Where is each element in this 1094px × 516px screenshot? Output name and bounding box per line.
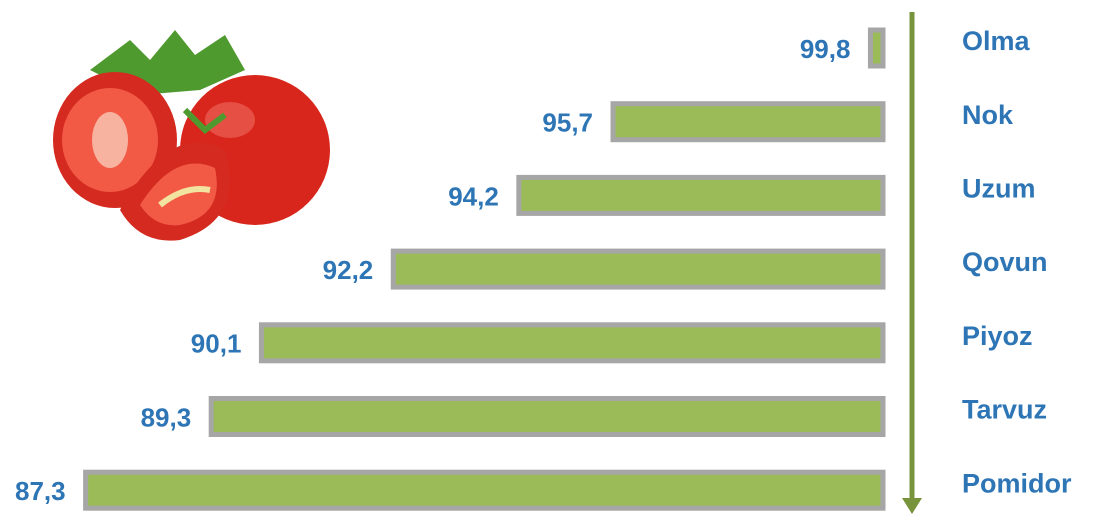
value-label: 94,2 [448, 181, 499, 211]
value-label: 95,7 [542, 108, 593, 138]
bar [390, 248, 886, 290]
category-label: Pomidor [962, 468, 1072, 498]
category-label: Tarvuz [962, 395, 1047, 425]
value-label: 92,2 [323, 255, 374, 285]
bar [610, 101, 886, 143]
value-label: 89,3 [141, 402, 192, 432]
value-label: 90,1 [191, 329, 242, 359]
value-label: 87,3 [15, 476, 66, 506]
category-label: Olma [962, 26, 1031, 56]
axis-arrow [902, 498, 922, 514]
bar [516, 174, 886, 216]
category-label: Piyoz [962, 321, 1033, 351]
bar [867, 27, 886, 69]
value-label: 99,8 [800, 34, 851, 64]
plot: 99,8 Olma 95,7 Nok 94,2 Uzum 92,2 Qovun 90,1 Piyo… [15, 12, 1072, 514]
category-label: Nok [962, 100, 1014, 130]
tomato-illustration [53, 30, 330, 241]
bar [208, 396, 886, 437]
category-label: Qovun [962, 247, 1048, 277]
category-label: Uzum [962, 174, 1036, 204]
bar [83, 469, 886, 511]
bar [258, 322, 886, 364]
